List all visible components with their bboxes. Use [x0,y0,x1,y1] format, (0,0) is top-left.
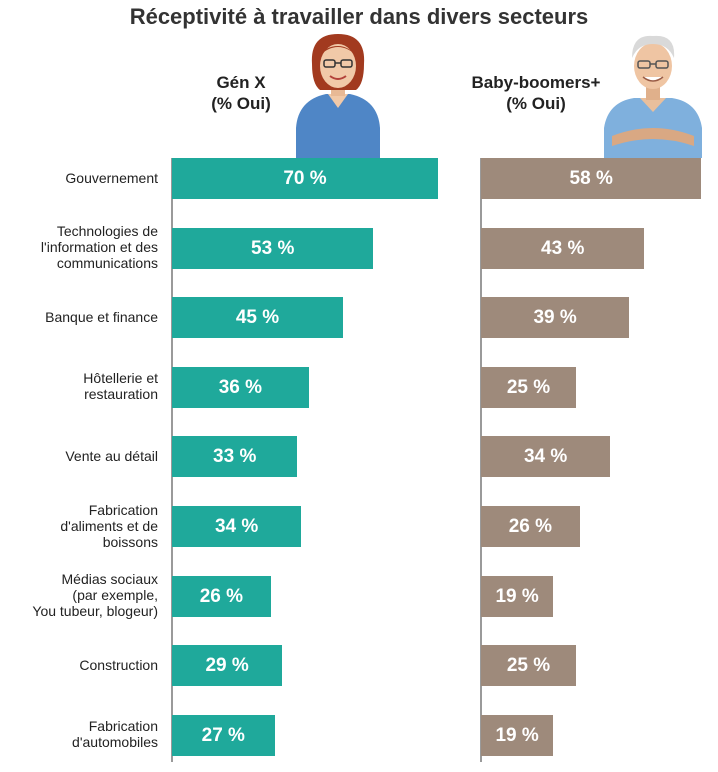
category-label: Médias sociaux (par exemple, You tubeur, b… [0,571,158,619]
boomers-bar: 58 % [481,158,702,199]
genx-bar: 70 % [172,158,438,199]
genx-header-line2: (% Oui) [211,94,271,113]
genx-value-label: 36 % [218,376,263,398]
category-label-line: d'aliments et de [60,517,158,534]
category-label: Construction [0,657,158,673]
category-label: Vente au détail [0,448,158,464]
genx-value-label: 45 % [235,307,280,329]
genx-woman-photo [296,34,380,158]
boomers-bar: 25 % [481,645,576,687]
genx-header-line1: Gén X [216,73,266,92]
genx-value-label: 70 % [283,168,327,189]
category-label: Fabrication d'automobiles [0,718,158,750]
genx-bar: 34 % [172,506,302,547]
category-label: Technologies de l'information et des commu… [0,223,158,271]
genx-value-label: 34 % [214,516,259,537]
category-label-line: Vente au détail [65,447,158,464]
genx-value-label: 27 % [201,724,245,746]
category-label-line: Technologies de [56,223,158,240]
category-label: Banque et finance [0,309,158,325]
category-label: Hôtellerie et restauration [0,370,158,402]
boomers-value-label: 19 % [495,585,539,607]
boomers-value-label: 34 % [523,446,568,468]
genx-value-label: 26 % [199,585,244,607]
category-label-line: Construction [79,656,158,673]
chart-title: Réceptivité à travailler dans divers sec… [129,4,589,29]
boomers-bar: 34 % [481,436,611,478]
category-label-line: d'automobiles [72,734,158,751]
genx-bar: 53 % [172,227,374,269]
boomers-header-line2: (% Oui) [506,94,566,113]
category-label-line: boissons [102,533,158,550]
genx-bar: 27 % [172,714,275,756]
boomers-value-label: 43 % [541,237,585,259]
boomers-bar: 39 % [481,297,630,339]
category-label-line: communications [56,255,158,272]
genx-value-label: 29 % [205,655,249,677]
category-label-line: You tubeur, blogeur) [32,603,158,620]
boomers-bar: 19 % [481,714,554,756]
boomers-value-label: 25 % [506,376,551,398]
boomers-header: Baby-boomers+ (% Oui) [456,72,616,114]
boomers-value-label: 26 % [508,516,553,537]
category-label: Fabrication d'aliments et de boissons [0,502,158,550]
category-label-line: restauration [84,386,158,403]
boomers-value-label: 19 % [495,724,539,746]
boomers-bar: 43 % [481,227,645,269]
genx-bar: 33 % [172,436,298,478]
category-label-line: Hôtellerie et [83,370,158,387]
boomers-value-label: 58 % [569,168,613,189]
genx-value-label: 53 % [251,237,295,259]
category-label: Gouvernement [0,170,158,186]
boomer-man-photo [604,35,702,158]
boomers-bar: 26 % [481,506,580,547]
category-label-line: (par exemple, [72,587,158,604]
boomers-bar: 19 % [481,575,554,617]
genx-bar: 36 % [172,366,309,408]
boomers-value-label: 25 % [506,655,551,677]
boomers-header-line1: Baby-boomers+ [471,73,601,92]
genx-header: Gén X (% Oui) [196,72,286,114]
genx-bar: 29 % [172,645,283,687]
category-label-line: Fabrication [88,718,158,735]
category-label-line: Fabrication [88,501,158,518]
boomers-value-label: 39 % [533,307,577,329]
category-label-line: Gouvernement [65,169,158,186]
category-label-line: l'information et des [40,239,158,256]
genx-bar: 26 % [172,575,271,617]
genx-value-label: 33 % [213,446,257,468]
boomers-bar: 25 % [481,366,576,408]
category-label-line: Médias sociaux [61,571,159,588]
genx-bar: 45 % [172,297,343,339]
category-label-line: Banque et finance [45,308,158,325]
